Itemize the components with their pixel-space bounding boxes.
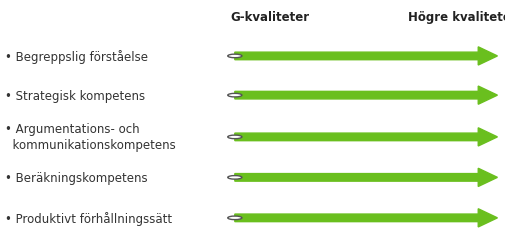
Ellipse shape	[228, 94, 242, 98]
Ellipse shape	[228, 55, 242, 58]
FancyArrow shape	[235, 128, 497, 146]
Text: G-kvaliteter: G-kvaliteter	[231, 11, 310, 24]
FancyArrow shape	[235, 209, 497, 227]
Text: Högre kvaliteter: Högre kvaliteter	[408, 11, 505, 24]
Ellipse shape	[228, 216, 242, 220]
Ellipse shape	[228, 176, 242, 179]
FancyArrow shape	[235, 48, 497, 66]
Text: • Strategisk kompetens: • Strategisk kompetens	[5, 89, 145, 102]
Text: • Produktivt förhållningssätt: • Produktivt förhållningssätt	[5, 211, 172, 225]
Text: • Beräkningskompetens: • Beräkningskompetens	[5, 171, 147, 184]
FancyArrow shape	[235, 169, 497, 187]
Text: • Begreppslig förståelse: • Begreppslig förståelse	[5, 50, 148, 64]
Ellipse shape	[228, 136, 242, 139]
Text: • Argumentations- och
  kommunikationskompetens: • Argumentations- och kommunikationskomp…	[5, 123, 176, 152]
FancyArrow shape	[235, 87, 497, 105]
